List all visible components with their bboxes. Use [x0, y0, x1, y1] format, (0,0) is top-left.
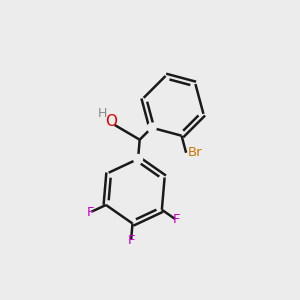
Text: O: O: [105, 114, 117, 129]
Text: H: H: [98, 107, 108, 120]
Text: Br: Br: [188, 146, 202, 159]
Circle shape: [147, 123, 156, 132]
Text: F: F: [86, 206, 94, 219]
Text: F: F: [127, 234, 135, 247]
Circle shape: [134, 154, 142, 164]
Text: F: F: [172, 213, 180, 226]
